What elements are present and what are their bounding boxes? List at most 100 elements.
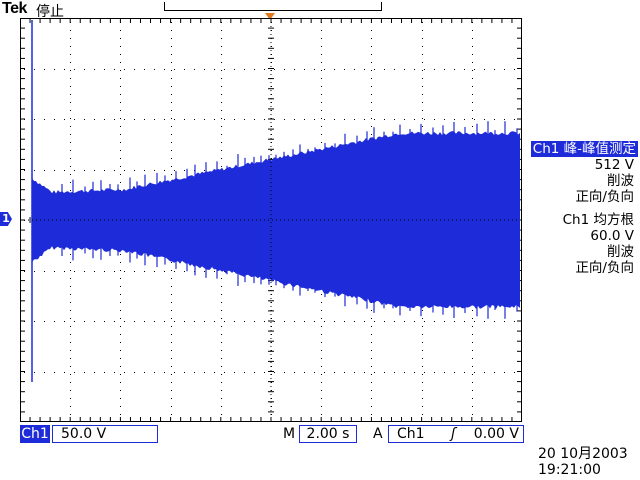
grid-dot [454, 119, 455, 120]
grid-dot [171, 102, 172, 103]
grid-dot [171, 302, 172, 303]
grid-dot [321, 310, 322, 311]
grid-dot [321, 54, 322, 55]
grid-dot [321, 374, 322, 375]
grid-dot [171, 414, 172, 415]
grid-dot [474, 321, 475, 322]
grid-dot [422, 22, 423, 23]
grid-dot [70, 150, 71, 151]
grid-dot [171, 94, 172, 95]
grid-dot [472, 118, 473, 119]
grid-dot [164, 69, 165, 70]
grid-dot [70, 86, 71, 87]
grid-dot [171, 286, 172, 287]
grid-dot [114, 372, 115, 373]
grid-dot [464, 69, 465, 70]
grid-dot [371, 350, 372, 351]
grid-dot [472, 86, 473, 87]
grid-dot [371, 38, 372, 39]
grid-dot [114, 119, 115, 120]
grid-dot [221, 38, 222, 39]
grid-dot [424, 321, 425, 322]
trigger-label: A [373, 426, 383, 442]
grid-dot [371, 126, 372, 127]
grid-dot [422, 334, 423, 335]
grid-dot [404, 119, 405, 120]
grid-dot [171, 54, 172, 55]
grid-dot [321, 126, 322, 127]
grid-dot [514, 372, 515, 373]
grid-dot [124, 170, 125, 171]
timestamp: 20 10月2003 19:21:00 [538, 446, 628, 478]
grid-dot [472, 22, 473, 23]
grid-dot [120, 118, 121, 119]
grid-dot [70, 190, 71, 191]
grid-dot [70, 94, 71, 95]
grid-dot [321, 110, 322, 111]
grid-dot [274, 69, 275, 70]
grid-dot [321, 118, 322, 119]
grid-dot [464, 372, 465, 373]
grid-dot [154, 69, 155, 70]
grid-dot [221, 366, 222, 367]
grid-dot [221, 118, 222, 119]
grid-dot [184, 119, 185, 120]
grid-dot [472, 374, 473, 375]
grid-dot [120, 374, 121, 375]
grid-dot [120, 102, 121, 103]
grid-dot [171, 318, 172, 319]
grid-dot [221, 102, 222, 103]
grid-dot [120, 46, 121, 47]
trigger-level: 0.00 V [473, 426, 519, 442]
grid-dot [472, 94, 473, 95]
grid-dot [70, 62, 71, 63]
grid-dot [254, 69, 255, 70]
grid-dot [120, 334, 121, 335]
channel-indicator[interactable]: Ch1 [20, 425, 50, 443]
grid-dot [134, 372, 135, 373]
grid-dot [422, 62, 423, 63]
grid-dot [164, 119, 165, 120]
grid-dot [70, 134, 71, 135]
grid-dot [364, 372, 365, 373]
grid-dot [34, 271, 35, 272]
grid-dot [221, 342, 222, 343]
grid-dot [171, 134, 172, 135]
grid-dot [120, 350, 121, 351]
grid-dot [334, 119, 335, 120]
grid-dot [321, 326, 322, 327]
grid-dot [104, 372, 105, 373]
grid-dot [422, 86, 423, 87]
grid-dot [234, 321, 235, 322]
grid-dot [221, 30, 222, 31]
grid-dot [422, 118, 423, 119]
measurement-peak-to-peak: Ch1 峰-峰值测定 512 V 削波 正向/负向 [530, 141, 638, 205]
grid-dot [104, 321, 105, 322]
grid-dot [472, 62, 473, 63]
grid-dot [144, 372, 145, 373]
grid-dot [321, 366, 322, 367]
grid-dot [120, 398, 121, 399]
grid-dot [144, 119, 145, 120]
grid-dot [384, 119, 385, 120]
grid-dot [221, 318, 222, 319]
grid-dot [221, 22, 222, 23]
grid-dot [321, 62, 322, 63]
grid-dot [371, 326, 372, 327]
grid-dot [274, 119, 275, 120]
grid-dot [294, 372, 295, 373]
grid-dot [274, 321, 275, 322]
grid-dot [124, 271, 125, 272]
channel-1-ground-marker[interactable]: 1 [0, 212, 12, 226]
grid-dot [174, 321, 175, 322]
grid-dot [74, 271, 75, 272]
grid-dot [434, 372, 435, 373]
grid-dot [434, 321, 435, 322]
grid-dot [314, 372, 315, 373]
grid-dot [34, 119, 35, 120]
grid-dot [70, 54, 71, 55]
timebase-label: M [283, 426, 296, 442]
graticule [20, 18, 522, 422]
grid-dot [221, 358, 222, 359]
grid-dot [424, 69, 425, 70]
